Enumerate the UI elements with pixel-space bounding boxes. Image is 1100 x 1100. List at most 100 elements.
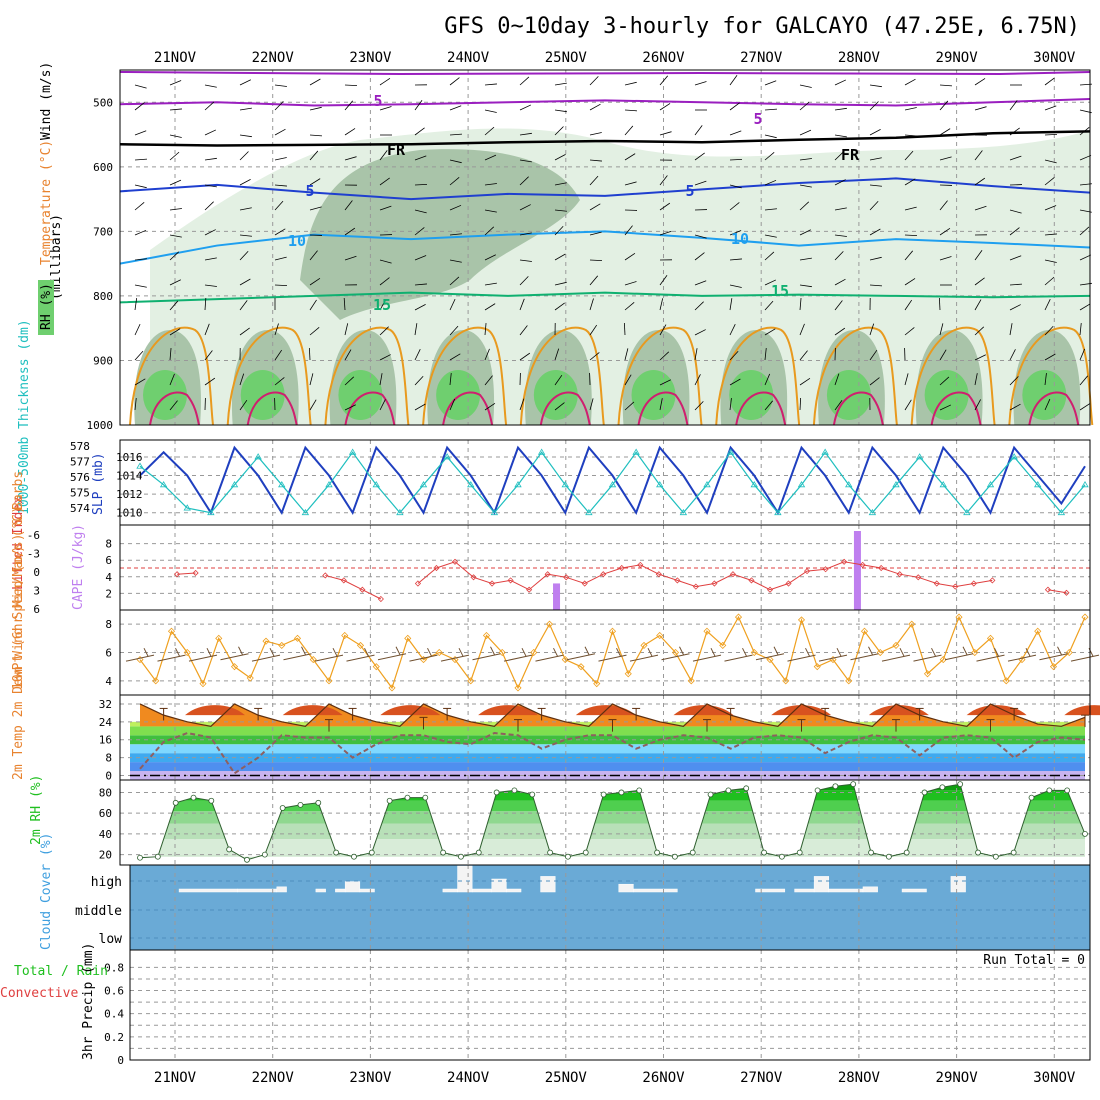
wind-barb [134, 378, 146, 386]
wind-barb [414, 155, 427, 161]
wind-barb [134, 158, 147, 161]
rh-point [618, 789, 625, 796]
wind-barb [134, 398, 137, 411]
wind-barb-10m [724, 654, 753, 662]
wind-barb [554, 302, 565, 311]
rh-point [1064, 787, 1071, 794]
wind-barb-flag [742, 647, 747, 657]
wind-barb [274, 228, 286, 236]
wind-barb [694, 348, 698, 361]
wind-barb [169, 208, 182, 211]
wind-barb [904, 107, 917, 111]
high-cloud-bar [359, 888, 375, 893]
wind-speed-point [467, 677, 475, 685]
rh-point [885, 853, 892, 860]
rh-point [903, 849, 910, 856]
wind-barb [169, 134, 182, 138]
wind-barb [344, 404, 356, 411]
wind-barb [764, 251, 775, 261]
temperature-contour-line [119, 98, 1091, 107]
wind-barb-flag [175, 647, 180, 657]
bottom-date-label: 22NOV [252, 1070, 295, 1086]
rh-band [140, 854, 1085, 860]
wind-barb [204, 129, 217, 136]
rh-line [139, 783, 1086, 861]
high-cloud-bar [755, 888, 786, 893]
wind-barb [939, 404, 952, 411]
thickness-point [230, 481, 239, 488]
thickness-point [561, 481, 569, 488]
wind-barb [799, 101, 810, 111]
rh-point [440, 849, 447, 856]
wind-speed-point [860, 627, 869, 635]
wind-barb [1009, 100, 1018, 111]
rh-tick-label: 20 [99, 849, 112, 862]
top-date-label: 27NOV [740, 50, 783, 66]
wind-barb [449, 133, 462, 136]
rh-point [261, 851, 268, 858]
wind-barb-flag [490, 646, 495, 655]
wind-barb-10m [188, 654, 218, 662]
rh-point [315, 799, 322, 806]
rh-point [796, 849, 803, 856]
wind-barb [1079, 126, 1090, 136]
wind-barb [904, 327, 915, 336]
wind-barb [799, 201, 810, 211]
wind-barb [729, 284, 742, 288]
rh-fill-high [143, 370, 187, 420]
thickness-point [821, 448, 829, 455]
wind-barb-flag [773, 646, 779, 655]
wind-speed-point [152, 677, 160, 685]
temperature-contour-line [119, 291, 1091, 304]
wind-barb [519, 104, 532, 111]
temperature-band [130, 726, 1085, 736]
rh-point [654, 849, 660, 856]
wind-tick-label: 8 [105, 618, 112, 631]
wind-barb [799, 284, 812, 288]
wind-barb [904, 150, 914, 161]
wind-barb [764, 300, 774, 311]
slp-axis-label: SLP (mb) [91, 452, 106, 515]
wind-barb-10m [692, 654, 722, 662]
wind-barb [694, 81, 707, 86]
rh-point [422, 794, 429, 801]
cape-tick-label: 6 [105, 554, 112, 567]
wind-barb [449, 353, 461, 361]
wind-barb [939, 227, 951, 236]
wind-barb [554, 253, 566, 261]
wind-speed-point [750, 648, 758, 657]
wind-barb [589, 103, 601, 111]
wind-barb-flag [364, 647, 369, 657]
wind-barb [274, 128, 286, 136]
rh-point [226, 846, 233, 853]
wind-barb-flag [521, 647, 527, 657]
wind-barb [169, 151, 180, 161]
wind-barb [1079, 154, 1092, 161]
temperature-contour-loop [910, 326, 996, 426]
wind-barb [939, 376, 950, 386]
lifted-index-point [451, 558, 459, 565]
wind-barb [1044, 259, 1057, 263]
wind-barb-flag [238, 646, 243, 655]
wind-barb [239, 207, 252, 211]
wind-barb [344, 200, 353, 211]
rh-tick-label: 40 [99, 828, 112, 841]
wind-barb [379, 399, 386, 411]
wind-barb [729, 102, 740, 111]
thickness-point [632, 448, 640, 455]
upper-air-panel: 5 5 FR FR 5 5 10 10 15 15 500 600 700 800 900 1000 (mi… [38, 62, 1094, 432]
rh-tick-label: 60 [99, 807, 112, 820]
wind-barb [309, 134, 322, 137]
temperature-band [130, 762, 1085, 772]
wind-barb-10m [503, 654, 533, 662]
wind-speed-point [309, 656, 317, 664]
wind-barb [974, 354, 986, 361]
relative-humidity-fill [120, 70, 1090, 425]
wind-barb [379, 354, 391, 361]
rh-point [154, 853, 161, 860]
thickness-point [514, 481, 522, 488]
rh-fill-high [240, 370, 285, 420]
lifted-index-point [841, 558, 848, 565]
high-cloud-bar [471, 888, 492, 893]
wind-barb [1079, 375, 1089, 386]
